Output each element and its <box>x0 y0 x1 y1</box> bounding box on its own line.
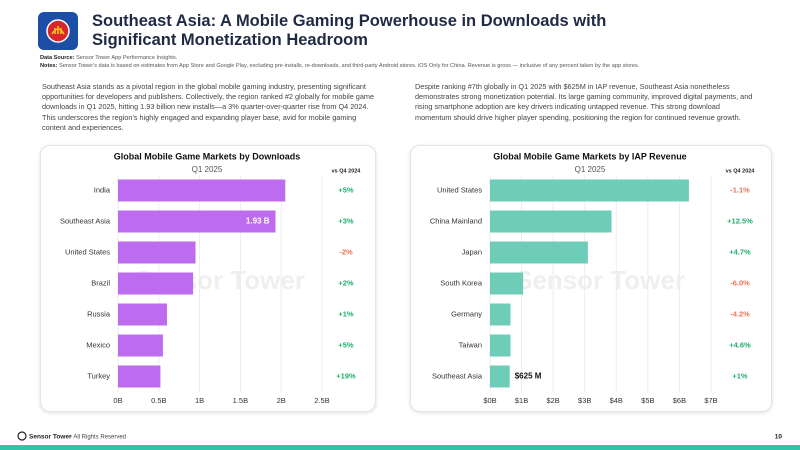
change-label: +1% <box>338 309 354 318</box>
x-tick-label: 0.5B <box>151 396 166 405</box>
x-tick-label: 0B <box>113 396 122 405</box>
change-label: +19% <box>336 371 356 380</box>
change-label: +5% <box>338 340 354 349</box>
x-tick-label: $4B <box>610 396 623 405</box>
category-label: United States <box>437 185 482 194</box>
source: Sensor Tower App Performance Insights. <box>76 55 178 61</box>
change-header: vs Q4 2024 <box>332 168 362 174</box>
title: Southeast Asia: A Mobile Gaming Powerhou… <box>92 12 607 49</box>
source-label: Data Source: <box>40 55 75 61</box>
bar <box>118 210 276 233</box>
value-label: $625 M <box>515 372 542 381</box>
change-label: +4.6% <box>729 340 751 349</box>
category-label: United States <box>65 247 110 256</box>
change-label: -6.0% <box>730 278 750 287</box>
change-label: +3% <box>338 216 354 225</box>
bar <box>118 303 167 326</box>
bar <box>490 210 612 233</box>
bar <box>490 179 689 202</box>
category-label: Taiwan <box>459 340 482 349</box>
change-header: vs Q4 2024 <box>726 168 756 174</box>
chart-subtitle: Q1 2025 <box>192 165 223 174</box>
bar <box>490 303 511 326</box>
x-tick-label: $0B <box>483 396 496 405</box>
paragraph: Southeast Asia stands as a pivotal regio… <box>42 82 375 132</box>
category-label: Germany <box>451 309 482 318</box>
category-label: Southeast Asia <box>60 216 111 225</box>
change-label: +1% <box>732 371 748 380</box>
x-tick-label: $5B <box>641 396 654 405</box>
bar <box>118 272 194 295</box>
change-label: +4.7% <box>729 247 751 256</box>
category-label: Southeast Asia <box>432 371 483 380</box>
chart-subtitle: Q1 2025 <box>575 165 606 174</box>
x-tick-label: $2B <box>546 396 559 405</box>
change-label: +5% <box>338 185 354 194</box>
category-label: Turkey <box>87 371 110 380</box>
bar <box>118 334 163 357</box>
bar <box>118 179 286 202</box>
category-label: Japan <box>462 247 482 256</box>
notes-label: Notes: <box>40 63 58 69</box>
x-tick-label: $6B <box>673 396 686 405</box>
footer-rights: - All Rights Reserved <box>70 435 126 441</box>
x-tick-label: 2.5B <box>314 396 329 405</box>
source-line: Data Source: Sensor Tower App Performanc… <box>40 55 177 61</box>
bar <box>118 365 161 388</box>
footer-stripe <box>0 445 800 450</box>
page-number: 10 <box>775 434 783 441</box>
chart-title: Global Mobile Game Markets by Downloads <box>114 151 301 161</box>
paragraph: Despite ranking #7th globally in Q1 2025… <box>415 82 753 122</box>
watermark: Sensor Tower <box>515 265 685 295</box>
bar <box>490 365 510 388</box>
category-label: Russia <box>87 309 111 318</box>
bar <box>490 334 511 357</box>
x-tick-label: 1.5B <box>233 396 248 405</box>
change-label: +12.5% <box>727 216 753 225</box>
value-label: 1.93 B <box>246 217 270 226</box>
x-tick-label: $1B <box>515 396 528 405</box>
x-tick-label: 1B <box>195 396 204 405</box>
x-tick-label: $3B <box>578 396 591 405</box>
category-label: Brazil <box>91 278 110 287</box>
asean-flag <box>38 12 78 50</box>
notes-line: Notes: Sensor Tower's data is based on e… <box>40 63 770 69</box>
change-label: -4.2% <box>730 309 750 318</box>
change-label: +2% <box>338 278 354 287</box>
change-label: -2% <box>339 247 353 256</box>
bar <box>490 241 588 264</box>
chart-title: Global Mobile Game Markets by IAP Revenu… <box>493 151 686 161</box>
x-tick-label: 2B <box>277 396 286 405</box>
category-label: South Korea <box>440 278 483 287</box>
footer-logo <box>17 431 27 441</box>
change-label: -1.1% <box>730 185 750 194</box>
category-label: China Mainland <box>430 216 482 225</box>
category-label: Mexico <box>86 340 110 349</box>
bar <box>490 272 524 295</box>
notes: Sensor Tower's data is based on estimate… <box>58 63 640 69</box>
footer-brand: Sensor Tower <box>29 434 72 441</box>
category-label: India <box>94 185 111 194</box>
bar <box>118 241 196 264</box>
x-tick-label: $7B <box>704 396 717 405</box>
